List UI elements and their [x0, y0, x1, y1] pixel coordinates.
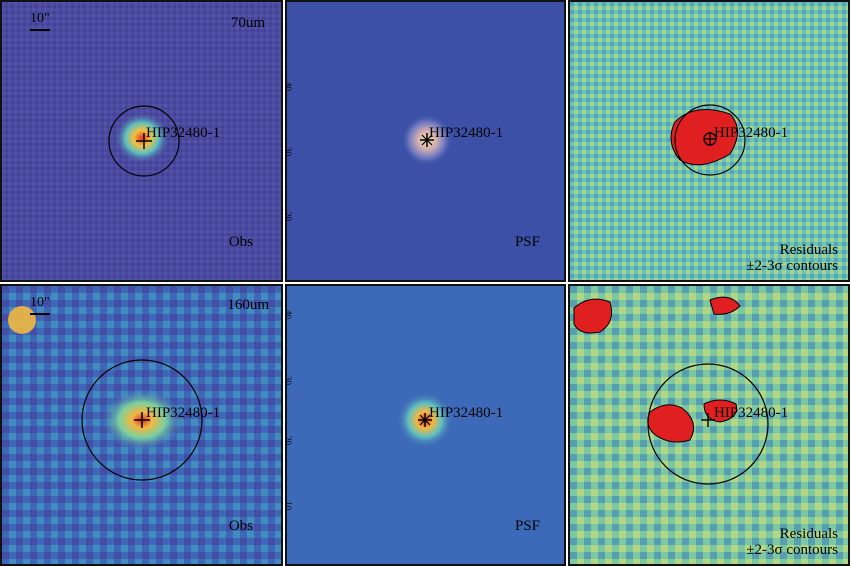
panel-160um-residuals: HIP32480-1 Residuals ±2-3σ contours [568, 284, 850, 566]
source-label: HIP32480-1 [714, 125, 789, 141]
psf-label: PSF [514, 234, 540, 250]
axis-tick: 20 [285, 212, 293, 221]
obs-label: Obs [228, 518, 253, 534]
band-label: 160um [227, 297, 269, 313]
panel-70um-residuals: HIP32480-1 Residuals ±2-3σ contours [568, 0, 850, 282]
source-label: HIP32480-1 [429, 405, 504, 421]
psf-image-70um [401, 114, 453, 166]
axis-tick: 20 [285, 436, 293, 445]
residuals-label: Residuals ±2-3σ contours [746, 526, 838, 558]
psf-image-160um [397, 392, 453, 448]
axis-tick: 10 [285, 501, 293, 510]
obs-label: Obs [228, 234, 253, 250]
source-label: HIP32480-1 [714, 405, 789, 421]
panel-160um-obs: 10" 160um HIP32480-1 Obs [0, 284, 283, 566]
panel-70um-psf: 40 30 20 HIP32480-1 PSF [285, 0, 566, 282]
scale-bar: 10" [30, 296, 52, 315]
scale-bar: 10" [30, 12, 52, 31]
axis-tick: 40 [285, 82, 293, 91]
source-label: HIP32480-1 [146, 125, 221, 141]
panel-70um-obs: 10" 70um HIP32480-1 Obs [0, 0, 283, 282]
residuals-label: Residuals ±2-3σ contours [746, 242, 838, 274]
obs-image-160um [2, 286, 281, 564]
panel-160um-psf: 40 30 20 10 HIP32480-1 PSF [285, 284, 566, 566]
axis-tick: 30 [285, 376, 293, 385]
residual-image-160um [570, 286, 848, 564]
obs-image-70um [2, 2, 281, 280]
axis-tick: 40 [285, 310, 293, 319]
axis-tick: 30 [285, 147, 293, 156]
source-label: HIP32480-1 [429, 125, 504, 141]
band-label: 70um [230, 15, 265, 31]
residual-image-70um [570, 2, 848, 280]
psf-label: PSF [514, 518, 540, 534]
source-label: HIP32480-1 [146, 405, 221, 421]
